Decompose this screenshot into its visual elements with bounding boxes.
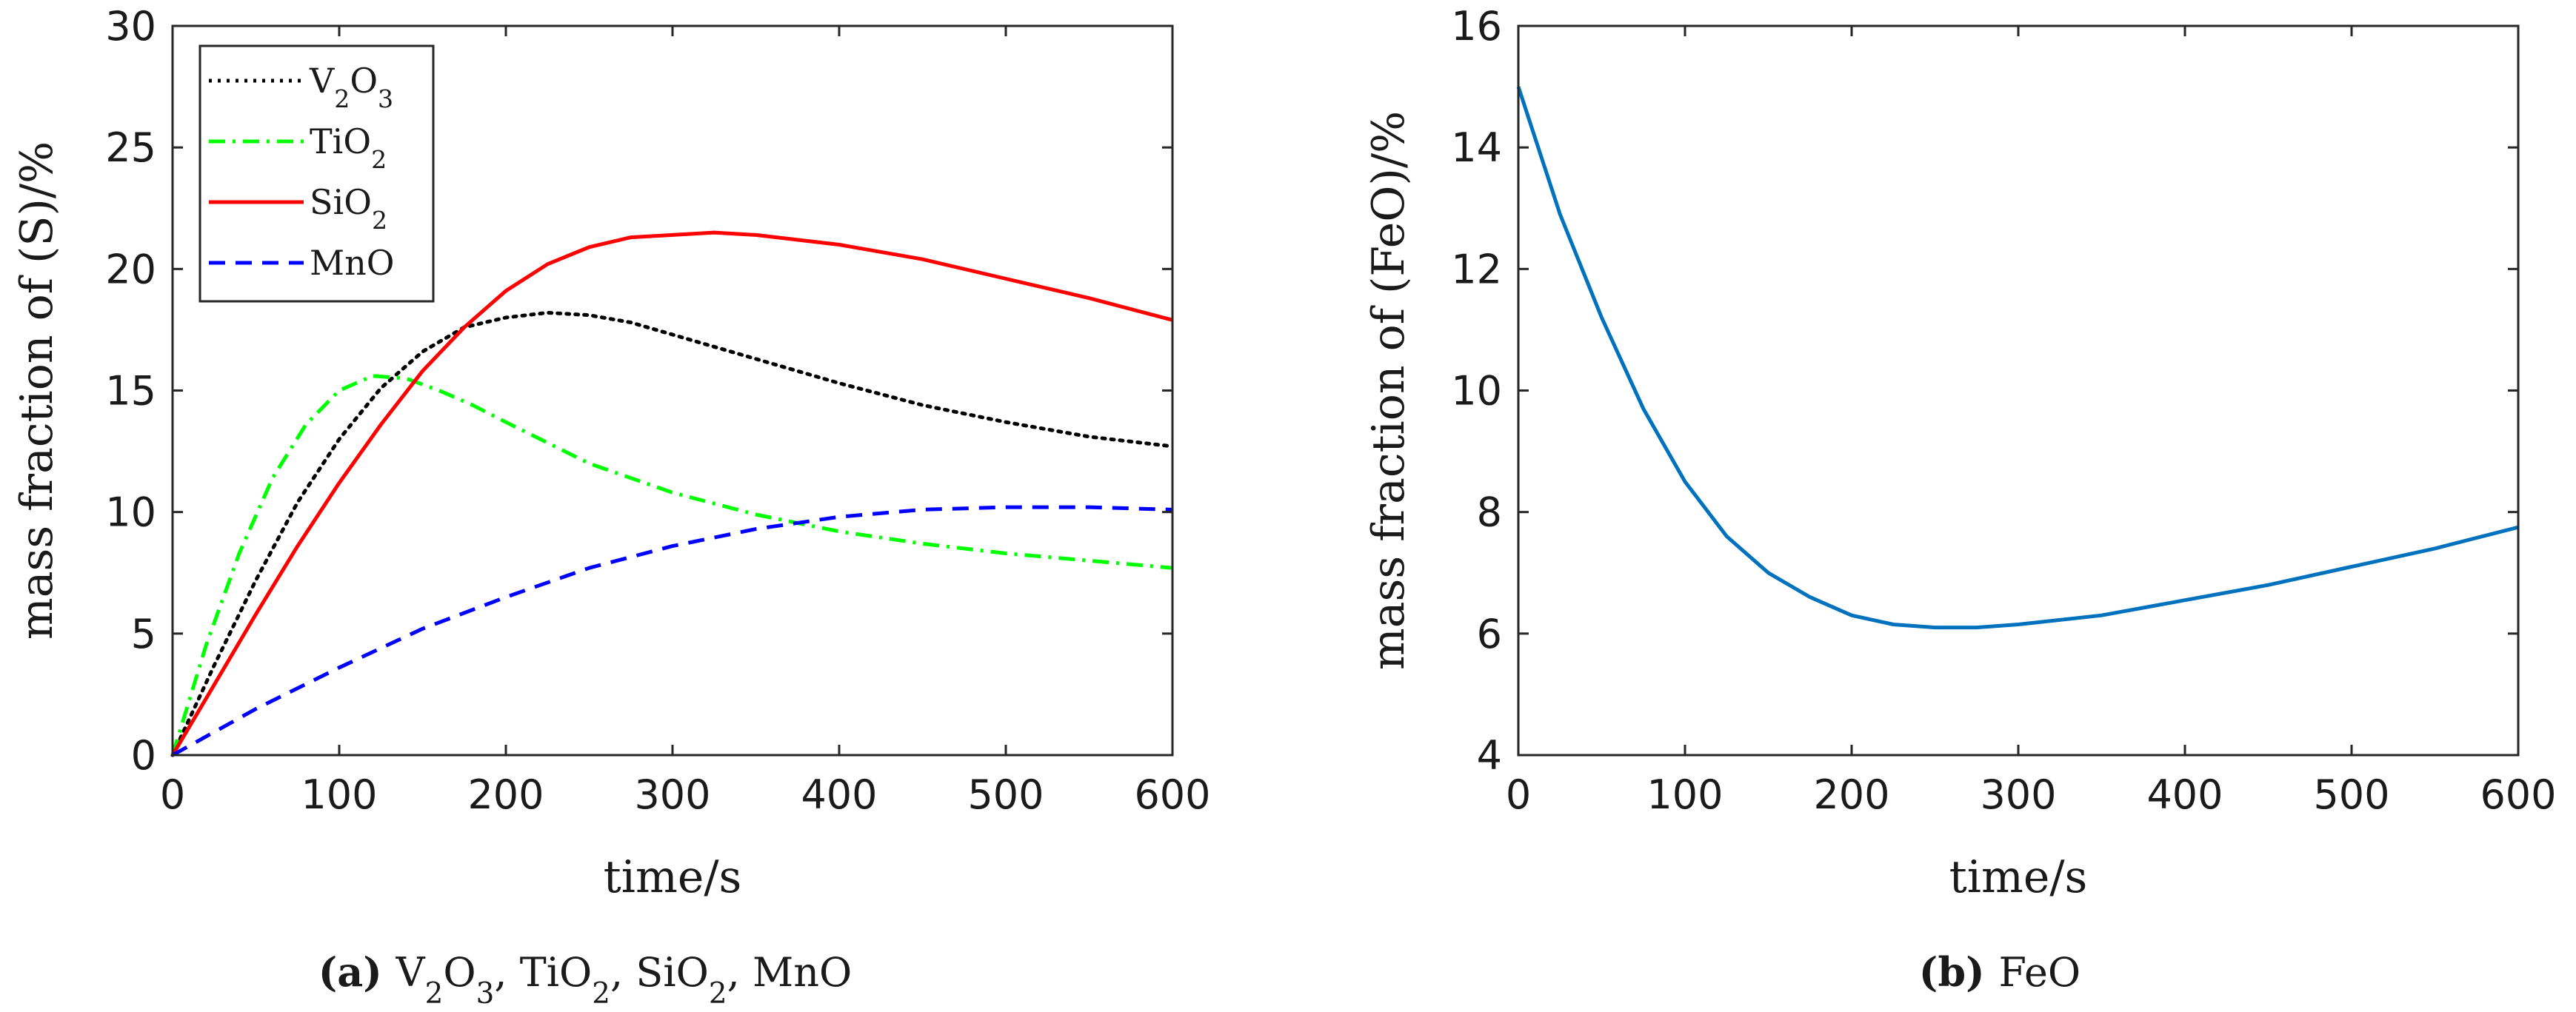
x-tick-label: 500: [2313, 771, 2389, 818]
legend-label-sio2: SiO2: [310, 182, 387, 235]
x-tick-label: 100: [1646, 771, 1723, 818]
y-tick-label: 30: [105, 3, 156, 50]
axes-frame: [1517, 24, 2520, 757]
x-tick-label: 400: [2146, 771, 2223, 818]
x-tick-label: 500: [967, 771, 1044, 818]
x-tick-label: 200: [1813, 771, 1889, 818]
y-tick-label: 15: [105, 368, 156, 415]
captions: (a) V2O3, TiO2, SiO2, MnO (b) FeO: [318, 948, 2081, 1011]
y-tick-label: 6: [1477, 611, 1502, 657]
y-tick-label: 5: [131, 611, 156, 657]
chart-panel-a: 0 100 200 300 400 500 600 0 5 10 15 20 25 30 time/s mas…: [11, 3, 1211, 903]
x-tick-label: 600: [1134, 771, 1210, 818]
x-tick-label: 300: [634, 771, 710, 818]
caption-tag: (a): [318, 948, 396, 996]
legend-box: [198, 44, 435, 303]
series-line-tio2: [170, 374, 1173, 756]
series-line-v2o3: [170, 310, 1175, 757]
series-line-mno: [171, 505, 1173, 757]
series-line-feo: [1516, 86, 2519, 630]
y-tick-label: 16: [1451, 3, 1502, 50]
y-tick-label: 10: [1451, 368, 1502, 415]
legend: V2O3 TiO2 SiO2 MnO: [198, 44, 435, 303]
y-tick-label: 12: [1451, 246, 1502, 292]
y-tick-label: 10: [105, 489, 156, 536]
x-tick-label: 400: [801, 771, 877, 818]
x-axis-label: time/s: [1949, 851, 2088, 903]
x-tick-label: 300: [1980, 771, 2056, 818]
y-tick-label: 20: [105, 246, 156, 292]
y-axis-label: mass fraction of (FeO)/%: [1363, 111, 1415, 670]
caption-tag: (b): [1919, 948, 1999, 996]
caption-b: (b) FeO: [1919, 948, 2081, 996]
series-line-sio2: [170, 230, 1173, 757]
x-tick-label: 0: [160, 771, 185, 818]
y-tick-label: 8: [1477, 489, 1502, 536]
y-tick-label: 25: [105, 124, 156, 171]
x-axis-label: time/s: [604, 851, 742, 903]
y-tick-label: 14: [1451, 124, 1502, 171]
x-tick-label: 100: [301, 771, 377, 818]
legend-label-v2o3: V2O3: [309, 61, 393, 113]
legend-label-tio2: TiO2: [310, 121, 387, 174]
x-tick-label: 600: [2480, 771, 2556, 818]
x-tick-label: 200: [467, 771, 544, 818]
y-tick-label: 4: [1477, 732, 1502, 779]
legend-label-mno: MnO: [310, 243, 394, 283]
chart-panel-b: 0 100 200 300 400 500 600 4 6 8 10 12 14 16 time/s mass…: [1363, 3, 2557, 903]
y-tick-label: 0: [131, 732, 156, 779]
x-tick-label: 0: [1506, 771, 1531, 818]
y-axis-label: mass fraction of (S)/%: [11, 141, 63, 640]
caption-a: (a) V2O3, TiO2, SiO2, MnO: [318, 948, 852, 1011]
